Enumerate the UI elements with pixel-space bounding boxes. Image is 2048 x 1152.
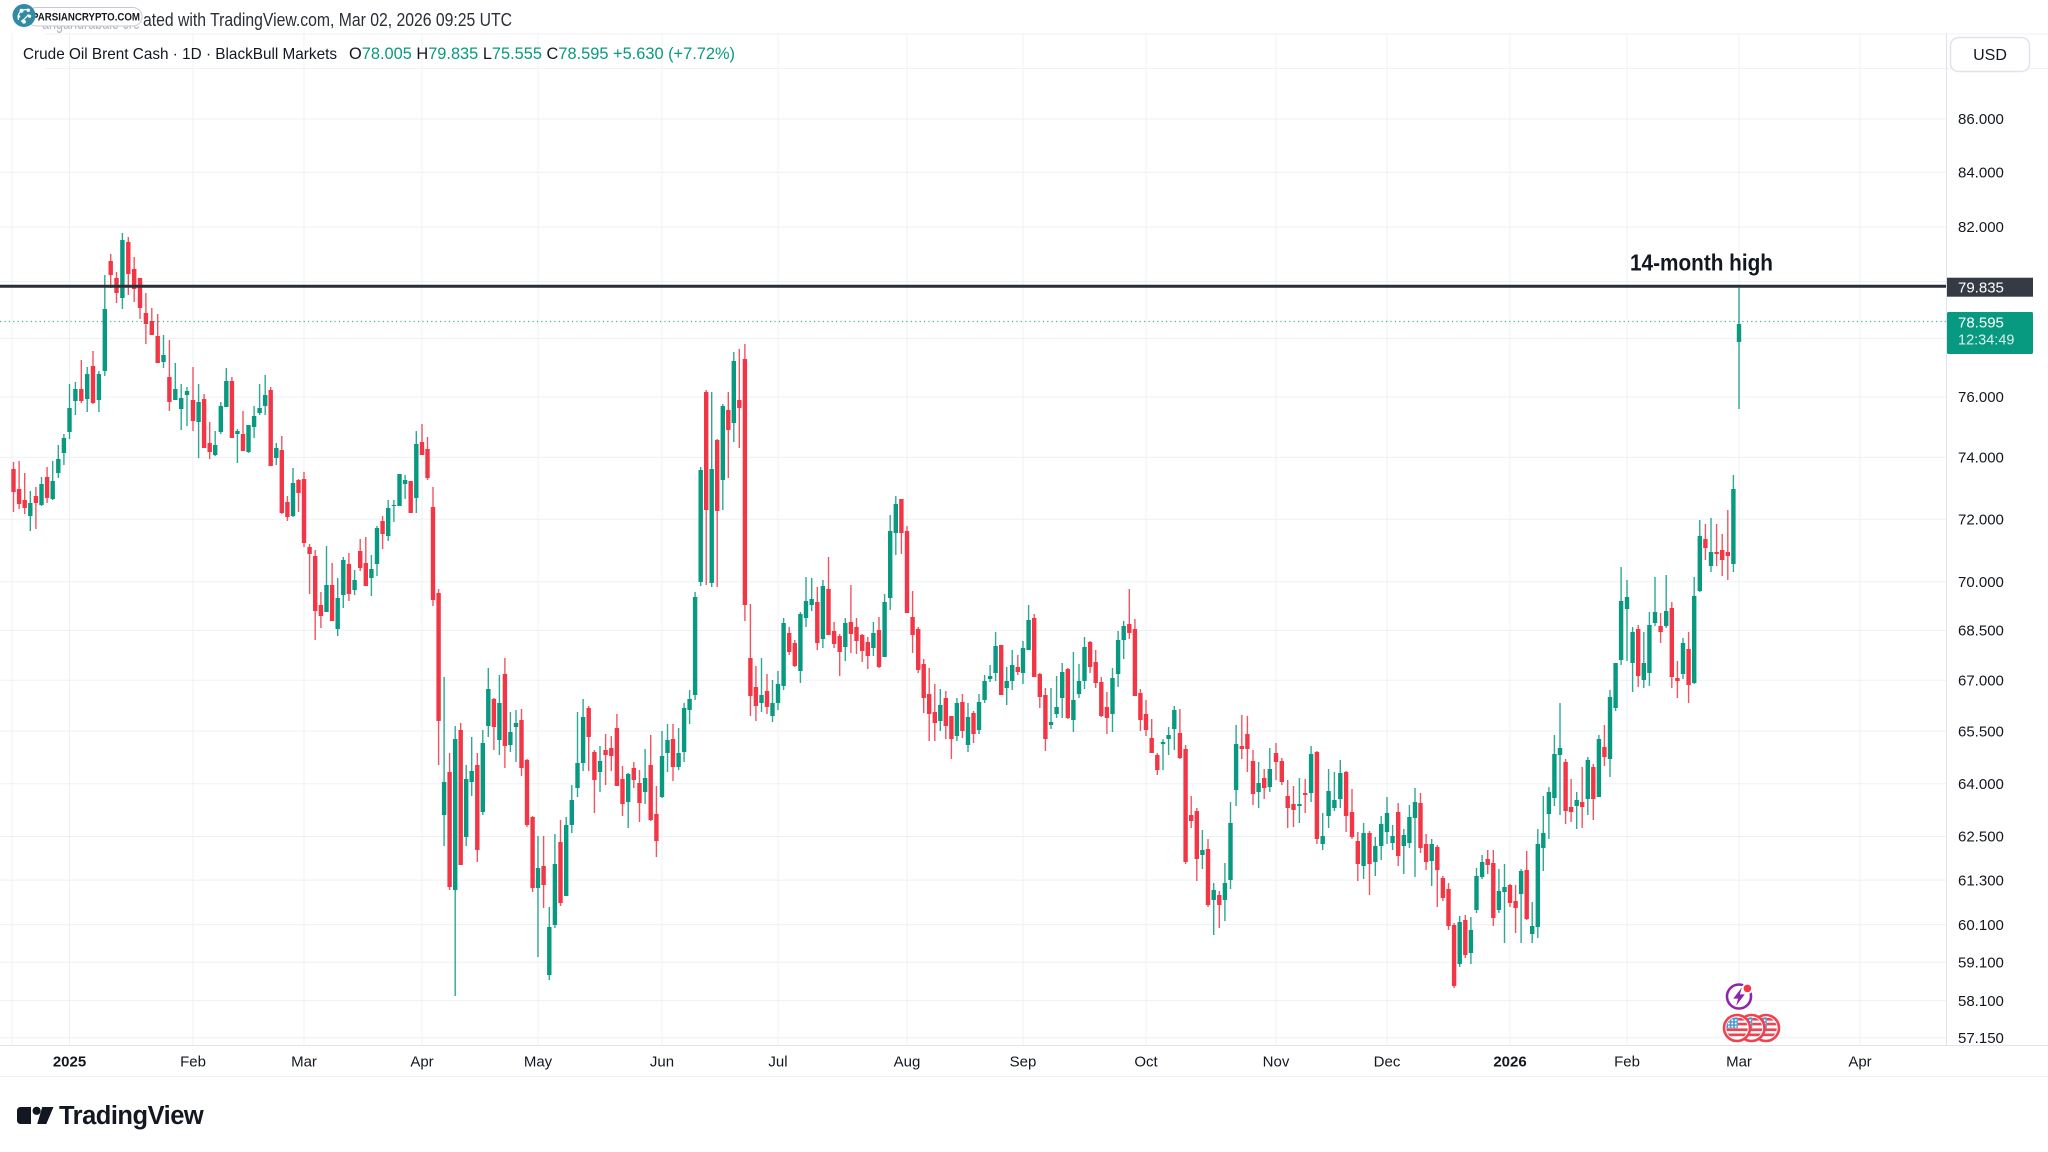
svg-text:2025: 2025 [53,1054,86,1071]
svg-text:58.100: 58.100 [1958,993,2004,1010]
svg-text:82.000: 82.000 [1958,219,2004,236]
svg-text:Mar: Mar [291,1054,317,1071]
svg-text:Sep: Sep [1010,1054,1037,1071]
svg-text:65.500: 65.500 [1958,723,2004,740]
svg-text:Mar: Mar [1726,1054,1752,1071]
svg-text:76.000: 76.000 [1958,389,2004,406]
svg-text:TradingView: TradingView [59,1102,204,1130]
svg-text:14-month high: 14-month high [1630,250,1773,276]
svg-text:Aug: Aug [894,1054,921,1071]
svg-text:USD: USD [1973,47,2007,64]
svg-text:Feb: Feb [1614,1054,1640,1071]
svg-text:86.000: 86.000 [1958,111,2004,128]
svg-text:59.100: 59.100 [1958,954,2004,971]
svg-text:Jun: Jun [650,1054,674,1071]
svg-text:May: May [524,1054,553,1071]
svg-text:61.300: 61.300 [1958,872,2004,889]
svg-text:68.500: 68.500 [1958,623,2004,640]
svg-text:Oct: Oct [1134,1054,1158,1071]
svg-text:Nov: Nov [1263,1054,1290,1071]
svg-text:Crude Oil Brent Cash · 1D · Bl: Crude Oil Brent Cash · 1D · BlackBull Ma… [23,46,337,63]
svg-text:2026: 2026 [1493,1054,1526,1071]
svg-text:12:34:49: 12:34:49 [1958,333,2014,349]
svg-text:Apr: Apr [410,1054,433,1071]
svg-text:Jul: Jul [768,1054,787,1071]
svg-text:64.000: 64.000 [1958,776,2004,793]
svg-text:Feb: Feb [180,1054,206,1071]
svg-text:67.000: 67.000 [1958,672,2004,689]
svg-text:60.100: 60.100 [1958,917,2004,934]
svg-text:Apr: Apr [1848,1054,1871,1071]
svg-text:Dec: Dec [1374,1054,1401,1071]
svg-text:62.500: 62.500 [1958,829,2004,846]
svg-text:84.000: 84.000 [1958,165,2004,182]
svg-text:57.150: 57.150 [1958,1030,2004,1047]
svg-text:ated with TradingView.com, Mar: ated with TradingView.com, Mar 02, 2026 … [143,9,512,30]
svg-text:PARSIANCRYPTO.COM: PARSIANCRYPTO.COM [32,11,140,23]
svg-text:72.000: 72.000 [1958,512,2004,529]
svg-text:79.835: 79.835 [1958,279,2004,296]
svg-text:O78.005 H79.835 L75.555 C78: O78.005 H79.835 L75.555 C78.595 +5.630 (… [349,45,735,63]
svg-text:74.000: 74.000 [1958,450,2004,467]
svg-text:70.000: 70.000 [1958,574,2004,591]
svg-text:78.595: 78.595 [1958,315,2004,332]
